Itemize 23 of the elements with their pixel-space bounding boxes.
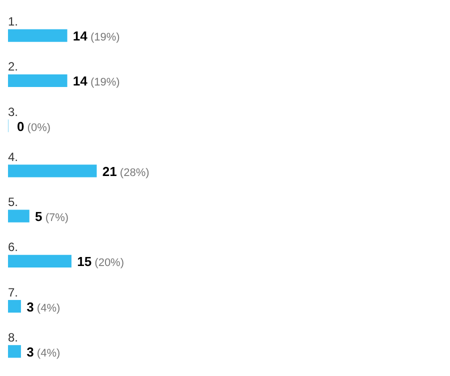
y-tick-label: 1. (8, 14, 18, 29)
data-label: 15 (20%) (77, 254, 124, 270)
bar (8, 29, 68, 42)
data-label: 14 (19%) (72, 28, 120, 44)
bar (8, 345, 21, 358)
y-tick-label: 8. (8, 330, 18, 344)
y-tick-label: 3. (8, 104, 18, 119)
y-tick-label: 2. (8, 60, 18, 74)
data-label: 5 (7%) (35, 209, 69, 224)
data-label: 3 (4%) (26, 344, 60, 360)
bar (8, 254, 72, 268)
y-tick-label: 4. (8, 150, 18, 164)
y-tick-label: 7. (8, 285, 18, 300)
data-label: 14 (19%) (72, 74, 120, 89)
y-tick-label: 5. (8, 195, 18, 210)
y-tick-label: 6. (8, 240, 18, 254)
bar (8, 164, 97, 178)
bar (8, 300, 21, 313)
data-label: 21 (28%) (102, 164, 150, 179)
bar (8, 210, 30, 222)
bar (8, 74, 68, 88)
data-label: 3 (4%) (26, 299, 60, 314)
data-label: 0 (0%) (17, 118, 51, 134)
